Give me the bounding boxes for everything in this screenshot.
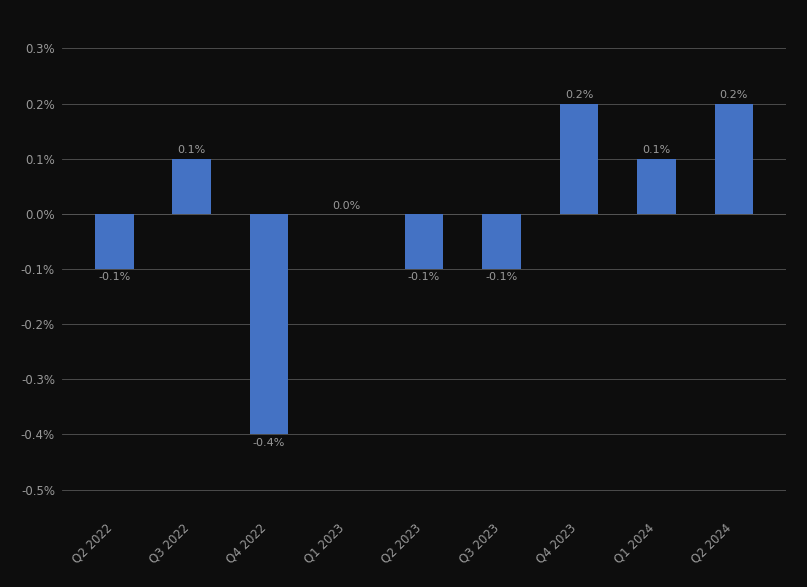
Text: 0.0%: 0.0% — [332, 201, 361, 211]
Bar — [249, 214, 288, 434]
Bar — [95, 214, 133, 269]
Text: -0.1%: -0.1% — [408, 272, 440, 282]
Bar — [172, 158, 211, 214]
Bar — [404, 214, 443, 269]
Text: -0.4%: -0.4% — [253, 438, 286, 448]
Bar — [559, 103, 598, 214]
Bar — [482, 214, 521, 269]
Text: 0.2%: 0.2% — [565, 90, 593, 100]
Bar — [637, 158, 675, 214]
Text: 0.1%: 0.1% — [642, 146, 671, 156]
Text: 0.1%: 0.1% — [178, 146, 206, 156]
Text: -0.1%: -0.1% — [485, 272, 517, 282]
Bar — [714, 103, 753, 214]
Text: 0.2%: 0.2% — [720, 90, 748, 100]
Text: -0.1%: -0.1% — [98, 272, 130, 282]
